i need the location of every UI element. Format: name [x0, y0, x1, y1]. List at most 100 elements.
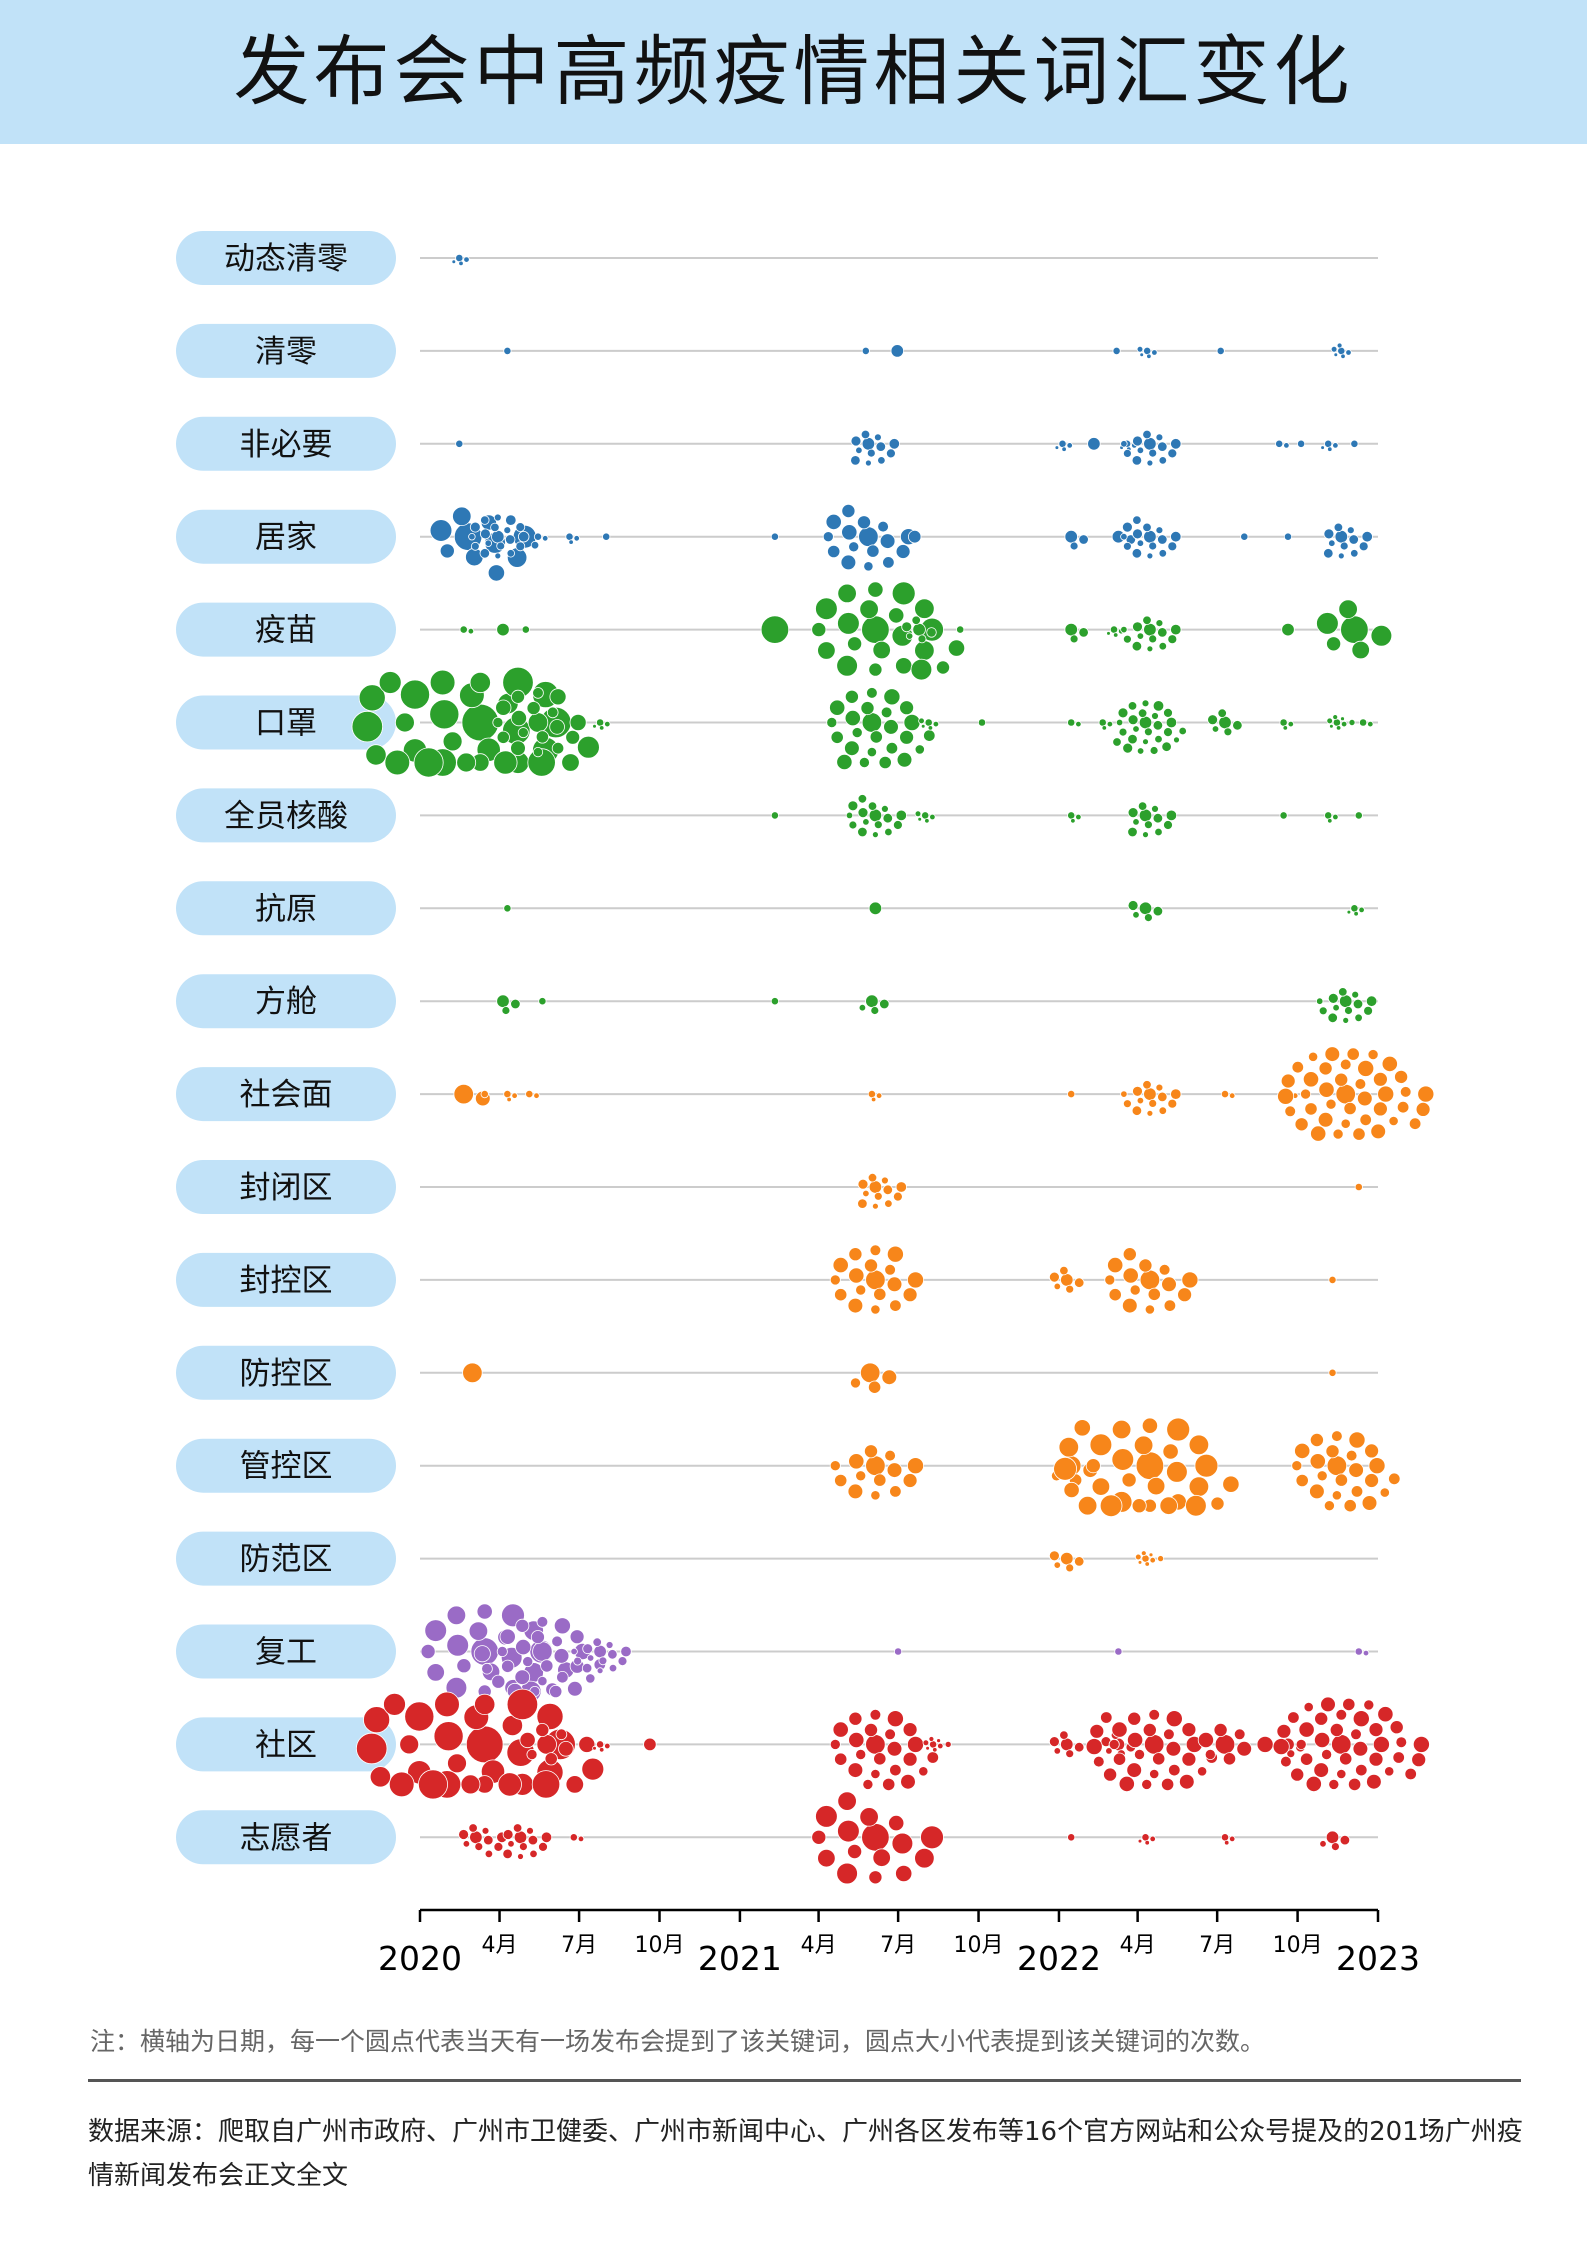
- data-dot: [1143, 437, 1157, 451]
- row-label: 社区: [255, 1727, 317, 1763]
- data-dot: [496, 541, 506, 551]
- data-dot: [356, 1732, 388, 1765]
- data-dot: [1352, 1710, 1370, 1728]
- data-dot: [1147, 1287, 1161, 1301]
- data-dot: [977, 718, 987, 727]
- data-dot: [462, 1362, 483, 1384]
- data-dot: [1295, 1738, 1307, 1750]
- data-dot: [1144, 913, 1153, 922]
- data-dot: [1372, 1735, 1390, 1753]
- data-dot: [902, 1287, 918, 1303]
- x-tick-label-year: 2022: [1017, 1939, 1101, 1978]
- data-dot: [1294, 1442, 1311, 1460]
- data-dot: [1204, 1749, 1216, 1761]
- data-dot: [1148, 541, 1158, 551]
- data-dot: [1058, 439, 1067, 448]
- data-dot: [902, 1722, 918, 1737]
- data-dot: [1162, 1443, 1179, 1460]
- data-dot: [1136, 539, 1145, 547]
- data-dot: [517, 1853, 524, 1860]
- data-dot: [886, 1710, 904, 1728]
- data-dot: [399, 679, 430, 710]
- data-dot: [872, 1848, 891, 1867]
- data-dot: [1228, 1835, 1236, 1843]
- data-dot: [620, 1645, 632, 1658]
- data-dot: [879, 533, 896, 549]
- data-dot: [886, 1245, 904, 1263]
- data-dot: [1163, 1728, 1175, 1741]
- data-dot: [551, 742, 565, 755]
- data-dot: [1384, 1766, 1395, 1777]
- data-dot: [446, 1605, 467, 1626]
- data-dot: [462, 1840, 471, 1848]
- data-dot: [1351, 990, 1360, 999]
- data-dot: [542, 535, 549, 542]
- data-dot: [1339, 1834, 1351, 1846]
- row-label-pill: [176, 602, 396, 657]
- data-dot: [1321, 1749, 1333, 1761]
- data-dot: [1143, 346, 1152, 355]
- row-label-pill: [176, 1624, 396, 1679]
- data-dot: [1170, 623, 1182, 636]
- data-dot: [1363, 1699, 1375, 1711]
- data-dot: [1331, 1430, 1343, 1442]
- data-dot: [882, 556, 895, 569]
- data-dot: [1122, 1297, 1138, 1314]
- data-dot: [1357, 1059, 1375, 1077]
- data-dot: [1127, 733, 1138, 745]
- data-dot: [1359, 718, 1368, 727]
- series-row: 清零: [176, 323, 1378, 378]
- data-dot: [889, 1299, 902, 1312]
- data-dot: [1159, 1496, 1178, 1515]
- data-dot: [452, 506, 472, 527]
- x-tick-label-month: 4月: [1120, 1933, 1156, 1958]
- data-dot: [506, 549, 515, 558]
- data-dot: [834, 1288, 848, 1302]
- row-label: 复工: [255, 1635, 317, 1671]
- row-label-pill: [176, 1531, 396, 1586]
- data-dot: [1148, 634, 1158, 644]
- data-dot: [844, 740, 860, 756]
- data-dot: [1105, 1747, 1113, 1755]
- data-dot: [503, 904, 512, 913]
- data-dot: [1053, 1561, 1061, 1569]
- data-dot: [1098, 718, 1107, 727]
- data-dot: [1181, 1751, 1197, 1767]
- data-dot: [926, 627, 937, 638]
- data-dot: [474, 1842, 484, 1851]
- data-dot: [1127, 714, 1139, 726]
- data-dot: [877, 456, 886, 465]
- data-dot: [506, 1096, 512, 1103]
- data-dot: [1087, 437, 1101, 451]
- data-dot: [873, 820, 883, 830]
- data-dot: [569, 1629, 585, 1645]
- data-dot: [479, 528, 491, 540]
- data-dot: [1332, 1004, 1340, 1012]
- data-dot: [868, 662, 883, 677]
- data-dot: [1085, 1738, 1103, 1756]
- data-dot: [473, 1645, 491, 1663]
- data-dot: [928, 1740, 938, 1749]
- data-dot: [1280, 1073, 1296, 1089]
- data-dot: [861, 615, 890, 644]
- data-dot: [1330, 345, 1338, 353]
- data-dot: [881, 805, 889, 813]
- data-dot: [1064, 622, 1078, 637]
- data-dot: [1144, 1561, 1150, 1567]
- data-dot: [1279, 718, 1288, 727]
- data-dot: [1327, 818, 1333, 824]
- data-dot: [1389, 1720, 1404, 1735]
- data-dot: [914, 640, 935, 661]
- data-dot: [907, 1735, 925, 1753]
- data-dot: [1146, 459, 1154, 467]
- data-dot: [944, 1740, 952, 1748]
- data-dot: [1155, 433, 1164, 442]
- data-dot: [465, 1725, 504, 1764]
- data-dot: [1232, 720, 1243, 731]
- data-dot: [1111, 1448, 1135, 1471]
- data-dot: [447, 1753, 467, 1774]
- data-dot: [872, 640, 891, 660]
- data-dot: [825, 513, 842, 531]
- data-dot: [569, 714, 587, 732]
- data-dot: [1338, 599, 1358, 619]
